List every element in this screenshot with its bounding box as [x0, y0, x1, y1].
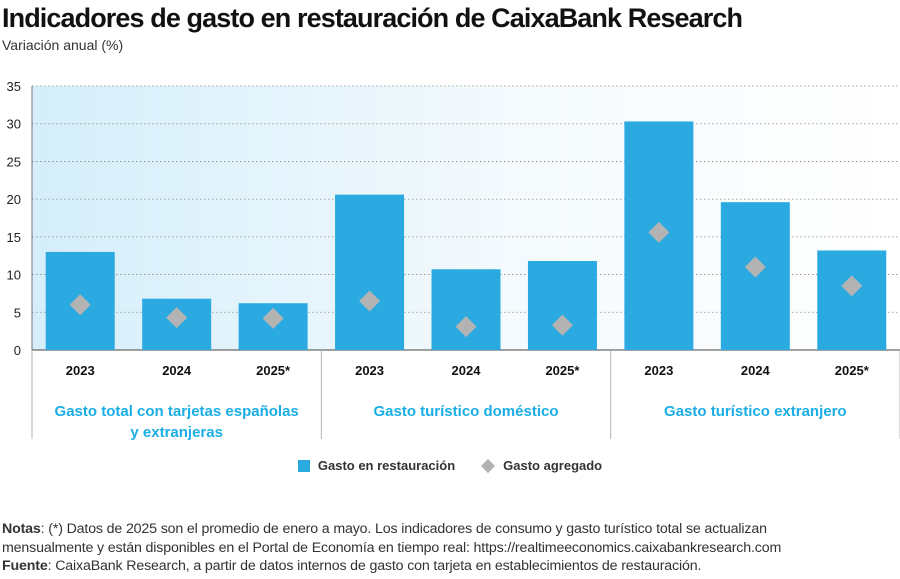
diamond-marker	[744, 256, 766, 278]
chart-legend: Gasto en restauración Gasto agregado	[0, 458, 900, 473]
group-label: Gasto total con tarjetas españolas	[55, 403, 299, 420]
bar-chart: 0 5 10 15 20 25 30 35 2023 2024 2025* 2023 2024 2025*…	[7, 79, 900, 441]
x-tick-label: 2023	[644, 363, 673, 378]
bar	[817, 250, 887, 350]
y-tick-label: 10	[7, 268, 21, 283]
diamond-marker	[648, 221, 670, 243]
source-text: : CaixaBank Research, a partir de datos …	[47, 558, 702, 574]
bar	[527, 260, 597, 350]
notes-line-2: mensualmente y están disponibles en el P…	[2, 539, 782, 556]
x-tick-label: 2025*	[256, 363, 291, 378]
diamond-marker	[455, 316, 477, 338]
y-tick-label: 15	[7, 230, 21, 245]
chart-title: Indicadores de gasto en restauración de …	[2, 3, 743, 33]
group-label: y extranjeras	[130, 424, 223, 441]
y-tick-label: 25	[7, 154, 21, 169]
diamond-marker	[69, 294, 91, 316]
chart-notes: Notas: (*) Datos de 2025 son el promedio…	[2, 520, 900, 576]
diamond-marker	[841, 275, 863, 297]
group-label: Gasto turístico extranjero	[664, 403, 847, 420]
legend-label-diamonds: Gasto agregado	[503, 458, 603, 473]
legend-swatch-bar	[297, 459, 310, 472]
source-line: Fuente: CaixaBank Research, a partir de …	[2, 557, 900, 576]
notes-text: : (*) Datos de 2025 son el promedio de e…	[40, 521, 767, 537]
x-tick-label: 2023	[66, 363, 95, 378]
diamond-marker	[551, 314, 573, 336]
group-label: Gasto turístico doméstico	[373, 403, 558, 420]
diamond-marker	[359, 290, 381, 312]
y-tick-label: 5	[14, 305, 21, 320]
y-tick-label: 20	[7, 192, 21, 207]
bar	[431, 269, 501, 350]
notes-line-1: Notas: (*) Datos de 2025 son el promedio…	[2, 520, 900, 539]
x-tick-label: 2024	[741, 363, 771, 378]
notes-label: Notas	[2, 521, 41, 537]
source-label: Fuente	[2, 558, 48, 574]
legend-swatch-diamond	[481, 458, 496, 473]
x-tick-label: 2024	[162, 363, 192, 378]
x-tick-label: 2024	[452, 363, 482, 378]
legend-label-bars: Gasto en restauración	[317, 458, 456, 473]
legend-item-bars: Gasto en restauración	[297, 458, 456, 473]
x-tick-label: 2023	[355, 363, 384, 378]
legend-item-diamonds: Gasto agregado	[481, 458, 602, 473]
y-tick-label: 30	[7, 117, 21, 132]
y-tick-label: 35	[7, 79, 21, 94]
y-tick-label: 0	[14, 343, 21, 358]
x-tick-label: 2025*	[545, 363, 580, 378]
diamond-marker	[262, 307, 284, 329]
chart-subtitle: Variación anual (%)	[2, 37, 124, 53]
x-tick-label: 2025*	[835, 363, 870, 378]
bar	[335, 194, 405, 350]
diamond-marker	[166, 307, 188, 329]
